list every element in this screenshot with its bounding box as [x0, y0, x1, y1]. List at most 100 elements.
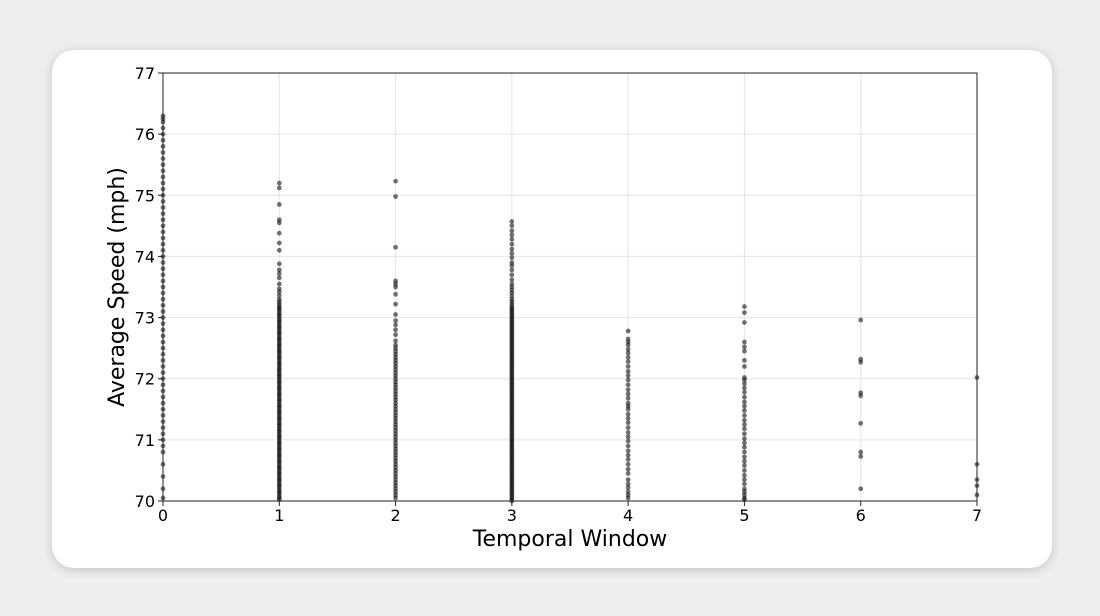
data-point [625, 416, 631, 421]
data-point [742, 422, 747, 427]
y-tick-label: 71 [135, 431, 155, 450]
data-point [858, 486, 864, 492]
data-point [742, 364, 747, 369]
data-point [625, 377, 631, 383]
data-point [509, 246, 515, 252]
data-point [625, 443, 631, 449]
x-tick-label: 3 [507, 506, 517, 525]
x-axis-title: Temporal Window [472, 527, 667, 552]
data-point [742, 310, 747, 316]
data-point [625, 466, 631, 472]
data-point [393, 244, 398, 250]
x-tick-label: 2 [390, 506, 400, 525]
data-point [393, 312, 398, 317]
data-point [509, 255, 515, 261]
x-tick-label: 0 [158, 506, 168, 525]
data-point [393, 338, 398, 344]
data-point [393, 178, 398, 184]
data-point [858, 393, 864, 399]
y-tick-label: 75 [135, 186, 155, 205]
data-point [276, 261, 282, 267]
data-point [742, 477, 747, 482]
data-point [858, 453, 864, 459]
data-point [625, 438, 631, 444]
data-point [742, 449, 747, 455]
data-point [858, 317, 864, 323]
data-point [276, 267, 282, 273]
data-point [742, 472, 747, 478]
x-tick-label: 5 [739, 506, 749, 525]
data-point [742, 426, 747, 432]
data-point [276, 220, 282, 226]
data-point [509, 272, 515, 278]
data-point [742, 444, 747, 450]
plot-frame [162, 72, 978, 502]
y-tick-label: 76 [135, 125, 155, 144]
data-point [276, 185, 282, 191]
data-point [625, 425, 631, 431]
data-point [742, 344, 747, 350]
data-point [742, 463, 747, 468]
data-point [742, 320, 747, 325]
data-point [509, 236, 515, 242]
data-point [858, 359, 864, 365]
data-point [625, 495, 631, 501]
data-point [742, 348, 747, 354]
data-point [625, 411, 631, 417]
data-point [625, 461, 631, 467]
data-point [393, 495, 398, 501]
grid-lines [162, 72, 978, 502]
data-point [742, 454, 747, 460]
data-point [742, 417, 747, 423]
data-point [625, 395, 631, 401]
data-point [742, 394, 747, 400]
y-tick-label: 72 [135, 370, 155, 389]
y-tick-label: 74 [135, 247, 155, 266]
chart-card: 0 1 2 3 4 5 6 7 70 71 72 73 74 75 76 77 Temporal Windo… [52, 50, 1052, 568]
data-point [625, 457, 631, 462]
data-point [742, 431, 747, 437]
data-point [858, 449, 864, 455]
data-point [625, 346, 631, 352]
data-point [509, 219, 515, 224]
data-point [625, 452, 631, 458]
data-point [509, 223, 515, 229]
data-point [625, 434, 631, 440]
data-point [625, 448, 631, 454]
data-point [742, 399, 747, 405]
x-tick-label: 4 [623, 506, 633, 525]
data-point [742, 413, 747, 418]
data-point [509, 250, 515, 256]
y-tick-label: 77 [135, 64, 155, 83]
data-point [509, 232, 515, 238]
data-point [276, 281, 282, 287]
data-point [742, 468, 747, 473]
data-point [858, 420, 864, 426]
data-point [742, 403, 747, 409]
data-point [625, 430, 631, 435]
data-point [509, 263, 515, 268]
data-point [625, 368, 631, 374]
x-tick-label: 7 [972, 506, 982, 525]
data-point [742, 440, 747, 446]
data-point [276, 275, 282, 281]
data-point [276, 293, 282, 298]
data-point [276, 202, 282, 207]
data-point [276, 230, 282, 236]
data-point [625, 382, 631, 388]
data-point [742, 339, 747, 345]
data-point [276, 247, 282, 253]
data-point [742, 385, 747, 391]
data-points [160, 113, 980, 504]
data-point [393, 318, 398, 324]
data-point [742, 357, 747, 363]
data-point [393, 332, 398, 338]
data-point [742, 436, 747, 442]
data-point [393, 322, 398, 328]
data-point [393, 284, 398, 290]
data-point [393, 301, 398, 307]
data-point [276, 240, 282, 246]
scatter-chart: 0 1 2 3 4 5 6 7 70 71 72 73 74 75 76 77 Temporal Windo… [105, 64, 982, 552]
y-tick-label: 73 [135, 309, 155, 328]
data-point [625, 364, 631, 369]
